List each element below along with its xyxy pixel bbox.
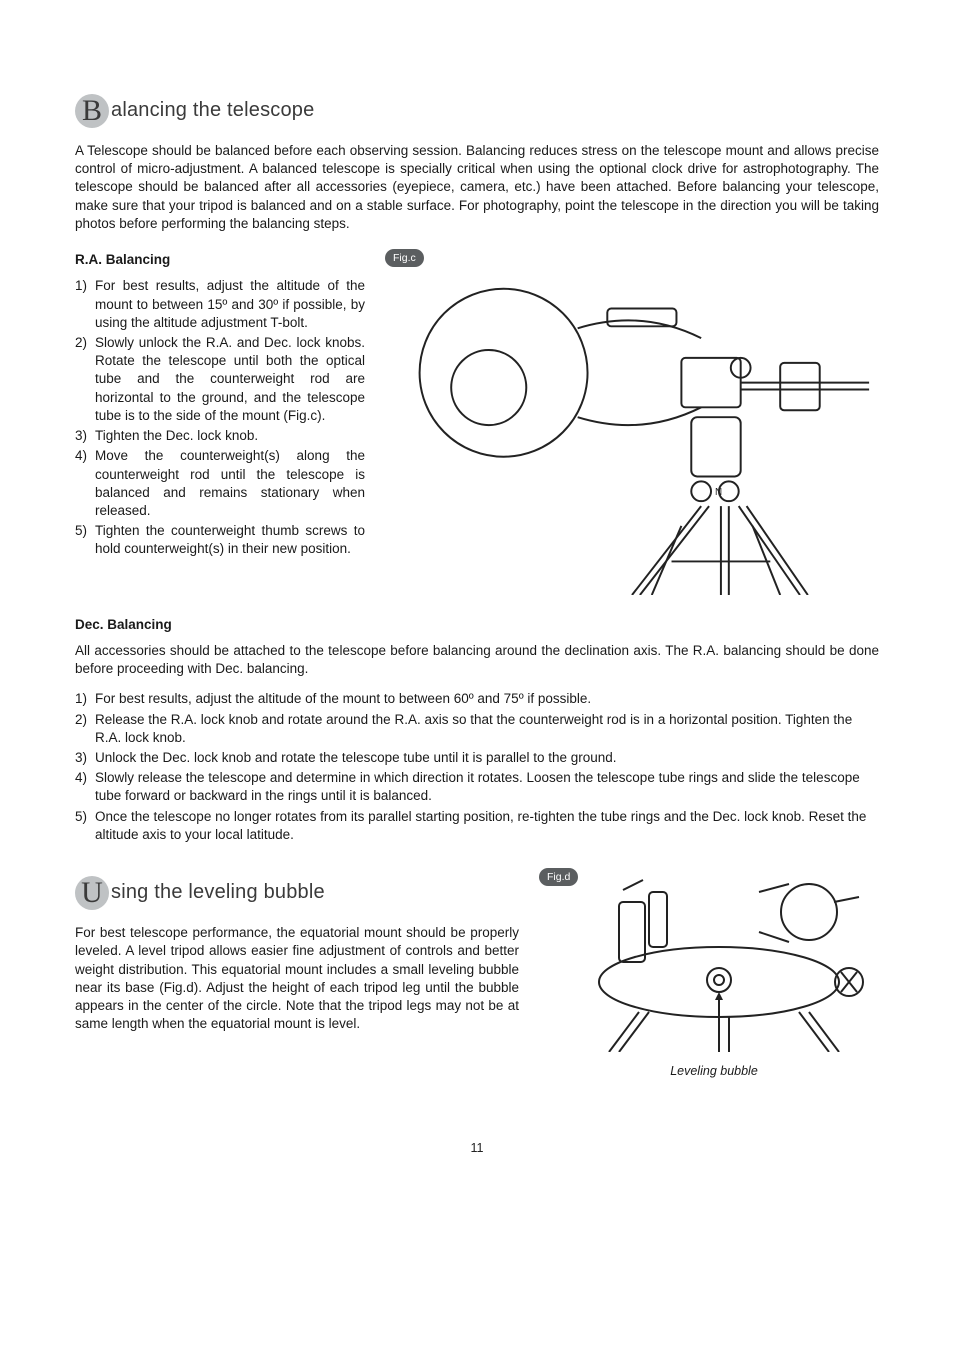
step-text: Tighten the Dec. lock knob. <box>95 427 365 445</box>
page-number: 11 <box>75 1140 879 1157</box>
ra-steps-list: 1)For best results, adjust the altitude … <box>75 277 365 558</box>
dec-steps-list: 1)For best results, adjust the altitude … <box>75 690 879 844</box>
list-item: 5)Once the telescope no longer rotates f… <box>75 808 879 844</box>
section-1-intro: A Telescope should be balanced before ea… <box>75 142 879 233</box>
step-number: 3) <box>75 427 95 445</box>
svg-text:N: N <box>715 487 722 498</box>
fig-c-label: Fig.c <box>385 249 424 267</box>
list-item: 3)Tighten the Dec. lock knob. <box>75 427 365 445</box>
list-item: 2)Release the R.A. lock knob and rotate … <box>75 711 879 747</box>
list-item: 4)Move the counterweight(s) along the co… <box>75 447 365 520</box>
section-1-title: alancing the telescope <box>111 97 314 124</box>
step-text: Tighten the counterweight thumb screws t… <box>95 522 365 558</box>
fig-d-caption: Leveling bubble <box>549 1063 879 1080</box>
dropcap-b: B <box>75 94 109 128</box>
step-text: Move the counterweight(s) along the coun… <box>95 447 365 520</box>
section-2-body: For best telescope performance, the equa… <box>75 924 519 1033</box>
list-item: 1)For best results, adjust the altitude … <box>75 690 879 708</box>
list-item: 3)Unlock the Dec. lock knob and rotate t… <box>75 749 879 767</box>
section-2-left: U sing the leveling bubble For best tele… <box>75 872 519 1079</box>
list-item: 2)Slowly unlock the R.A. and Dec. lock k… <box>75 334 365 425</box>
fig-c-container: Fig.c N <box>385 251 879 602</box>
fig-d-diagram <box>549 872 879 1052</box>
list-item: 1)For best results, adjust the altitude … <box>75 277 365 332</box>
step-text: Slowly release the telescope and determi… <box>95 769 879 805</box>
step-number: 1) <box>75 690 95 708</box>
dec-intro: All accessories should be attached to th… <box>75 642 879 678</box>
ra-left-column: R.A. Balancing 1)For best results, adjus… <box>75 251 365 602</box>
step-number: 3) <box>75 749 95 767</box>
dropcap-u: U <box>75 876 109 910</box>
section-2-title: sing the leveling bubble <box>111 879 325 906</box>
list-item: 5)Tighten the counterweight thumb screws… <box>75 522 365 558</box>
fig-c-diagram: N <box>385 269 879 595</box>
step-number: 4) <box>75 447 95 520</box>
step-text: For best results, adjust the altitude of… <box>95 277 365 332</box>
step-number: 5) <box>75 522 95 558</box>
ra-heading: R.A. Balancing <box>75 251 365 269</box>
section-2-block: U sing the leveling bubble For best tele… <box>75 872 879 1079</box>
step-number: 5) <box>75 808 95 844</box>
list-item: 4)Slowly release the telescope and deter… <box>75 769 879 805</box>
step-text: Release the R.A. lock knob and rotate ar… <box>95 711 879 747</box>
step-number: 4) <box>75 769 95 805</box>
ra-balancing-block: R.A. Balancing 1)For best results, adjus… <box>75 251 879 602</box>
step-text: Unlock the Dec. lock knob and rotate the… <box>95 749 879 767</box>
step-number: 2) <box>75 711 95 747</box>
fig-d-container: Fig.d <box>549 872 879 1079</box>
step-text: Slowly unlock the R.A. and Dec. lock kno… <box>95 334 365 425</box>
section-1-header: B alancing the telescope <box>75 90 879 124</box>
section-2-header: U sing the leveling bubble <box>75 872 519 906</box>
step-number: 2) <box>75 334 95 425</box>
step-text: For best results, adjust the altitude of… <box>95 690 879 708</box>
fig-d-label: Fig.d <box>539 868 578 886</box>
step-number: 1) <box>75 277 95 332</box>
step-text: Once the telescope no longer rotates fro… <box>95 808 879 844</box>
dec-heading: Dec. Balancing <box>75 616 879 634</box>
